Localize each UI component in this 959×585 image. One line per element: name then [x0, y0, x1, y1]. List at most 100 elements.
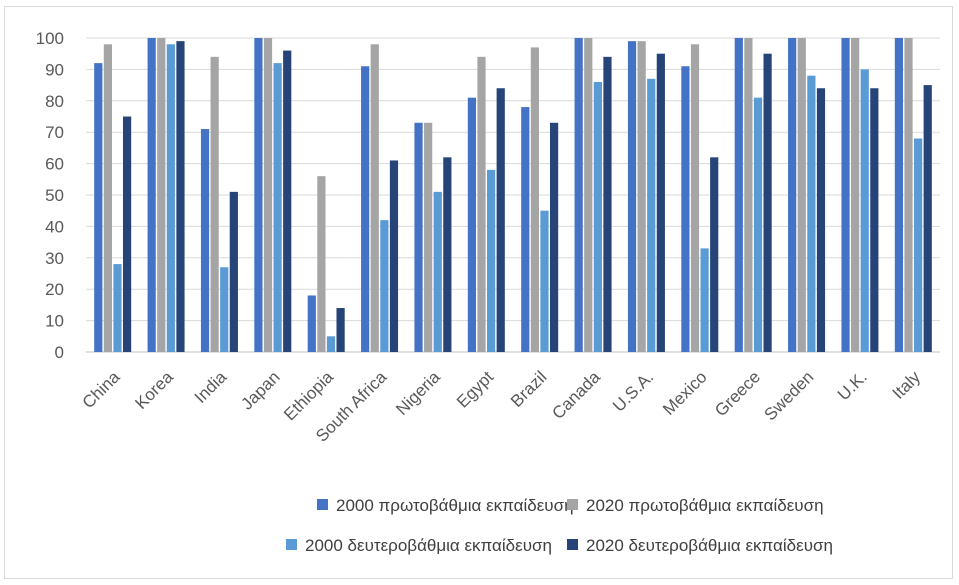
- y-tick-label: 30: [45, 249, 64, 268]
- bar: [113, 264, 122, 352]
- bar: [807, 75, 816, 353]
- x-tick-label: U.S.A.: [609, 367, 657, 415]
- bar: [530, 47, 539, 353]
- bar: [380, 220, 389, 352]
- bar: [627, 41, 637, 352]
- legend-swatch: [286, 539, 297, 550]
- bar: [923, 85, 932, 352]
- bar: [734, 38, 743, 352]
- bar: [788, 38, 797, 352]
- y-tick-label: 80: [45, 92, 64, 111]
- bar: [210, 56, 219, 353]
- y-tick-label: 10: [45, 312, 64, 331]
- bar: [336, 308, 345, 352]
- x-tick-label: Canada: [548, 367, 604, 423]
- bar: [229, 191, 238, 352]
- bar: [414, 122, 423, 352]
- bar: [700, 248, 709, 352]
- x-tick-label: Egypt: [453, 367, 497, 411]
- bar: [424, 122, 433, 352]
- x-tick-label: Sweden: [761, 367, 818, 424]
- bars: [94, 38, 932, 353]
- bar: [521, 107, 530, 352]
- bar: [851, 38, 860, 352]
- bar: [647, 78, 656, 352]
- bar: [681, 66, 690, 352]
- legend-swatch: [567, 539, 578, 550]
- bar: [307, 295, 316, 352]
- bar: [584, 38, 593, 352]
- y-tick-label: 40: [45, 217, 64, 236]
- bar: [540, 210, 549, 352]
- bar: [389, 160, 399, 352]
- y-tick-label: 20: [45, 280, 64, 299]
- bar: [894, 38, 904, 352]
- bar: [166, 44, 175, 352]
- x-tick-label: Nigeria: [392, 367, 444, 419]
- bar: [477, 56, 486, 353]
- bar: [904, 38, 913, 352]
- bar: [361, 66, 370, 352]
- y-tick-label: 50: [45, 186, 64, 205]
- bar: [283, 50, 292, 353]
- legend-swatch: [567, 499, 578, 510]
- y-tick-label: 90: [45, 60, 64, 79]
- bar: [841, 38, 850, 352]
- bar: [637, 41, 646, 352]
- bar: [103, 44, 112, 352]
- bar: [94, 63, 103, 353]
- bar: [710, 157, 719, 352]
- bar: [220, 267, 229, 352]
- bar: [443, 157, 452, 352]
- bar: [122, 116, 132, 352]
- bar: [753, 97, 763, 352]
- x-tick-label: Japan: [237, 367, 283, 413]
- bar: [273, 63, 282, 353]
- x-tick-label: Greece: [711, 367, 764, 420]
- bar: [254, 38, 263, 352]
- bar: [487, 169, 496, 352]
- legend-label: 2020 πρωτοβάθμια εκπαίδευση: [586, 496, 824, 515]
- bar: [860, 69, 869, 353]
- bar: [200, 129, 210, 352]
- bar: [603, 56, 612, 353]
- legend: 2000 πρωτοβάθμια εκπαίδευση 2020 πρωτοβάθ…: [286, 496, 833, 555]
- x-tick-label: U.K.: [834, 367, 871, 404]
- y-tick-label: 70: [45, 123, 64, 142]
- legend-label: 2000 πρωτοβάθμια εκπαίδευση: [336, 496, 574, 515]
- x-tick-label: China: [79, 367, 124, 412]
- bar: [433, 191, 442, 352]
- bar: [763, 53, 772, 352]
- bar: [370, 44, 379, 352]
- bar: [549, 122, 559, 352]
- bar: [467, 97, 477, 352]
- bar: [263, 38, 273, 352]
- y-axis-ticks: 0 10 20 30 40 50 60 70 80 90 100: [36, 29, 64, 362]
- bar: [914, 138, 923, 352]
- y-tick-label: 60: [45, 155, 64, 174]
- bar: [816, 88, 826, 353]
- x-tick-label: Italy: [889, 367, 925, 403]
- x-tick-label: India: [191, 367, 231, 407]
- bar: [574, 38, 583, 352]
- y-tick-label: 0: [55, 343, 64, 362]
- x-tick-label: Brazil: [507, 367, 550, 410]
- x-tick-label: Mexico: [659, 367, 711, 419]
- x-tick-label: Korea: [131, 367, 177, 413]
- legend-swatch: [317, 499, 328, 510]
- bar: [317, 176, 326, 352]
- bar: [690, 44, 700, 352]
- bar: [744, 38, 753, 352]
- bar: [496, 88, 505, 353]
- bar: [176, 41, 185, 352]
- bar: [593, 81, 602, 353]
- bar: [157, 38, 166, 352]
- legend-label: 2020 δευτεροβάθμια εκπαίδευση: [586, 536, 833, 555]
- bar: [870, 88, 879, 353]
- y-tick-label: 100: [36, 29, 64, 48]
- bar: [797, 38, 806, 352]
- bar: [147, 38, 156, 352]
- bar: [326, 336, 336, 352]
